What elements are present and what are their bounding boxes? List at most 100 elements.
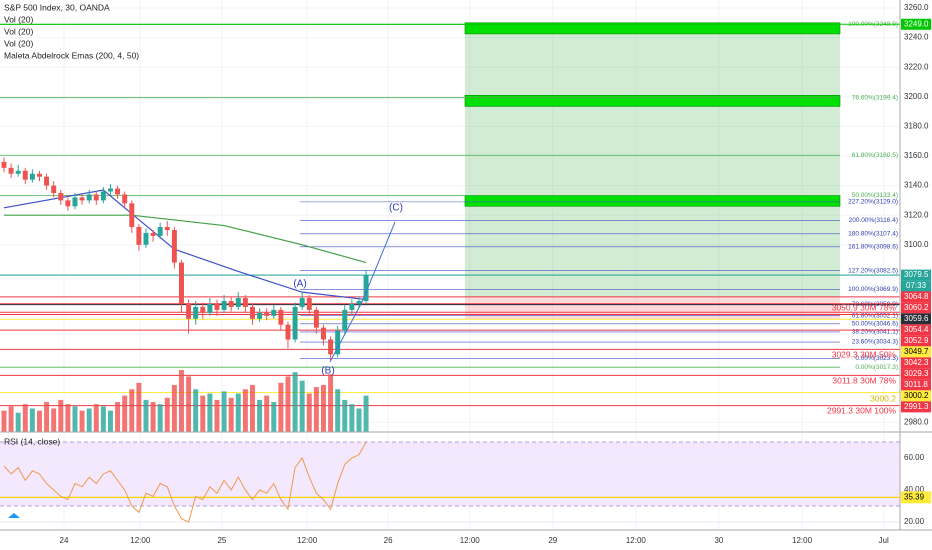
y-tick-label: 3160.0 (904, 151, 929, 160)
candle-body (100, 191, 106, 201)
candle-body (271, 309, 277, 316)
volume-bar (342, 399, 348, 432)
volume-bar (221, 391, 227, 432)
x-tick-label: 24 (60, 536, 69, 545)
fib-label: 161.80%(3098.6) (848, 244, 898, 251)
volume-bar (51, 408, 57, 432)
price-tag-label: 3011.8 (904, 380, 928, 389)
price-tag (901, 346, 931, 358)
volume-bar (107, 410, 113, 432)
rsi-tick-label: 40.00 (904, 485, 925, 494)
candle-body (72, 197, 78, 207)
candle-body (328, 339, 334, 355)
price-tag-label: 3060.2 (904, 303, 929, 312)
price-tag-label: 3079.5 (904, 270, 929, 279)
rsi-title: RSI (14, close) (4, 436, 60, 446)
target-box (464, 195, 841, 207)
fib-label: 61.80%(3160.5) (852, 152, 898, 159)
price-tag (901, 390, 931, 402)
fib-label: 200.00%(3116.4) (849, 217, 898, 224)
volume-bar (235, 393, 241, 432)
candle-body (51, 185, 57, 193)
level-note: 2991.3 30M 100% (827, 405, 896, 415)
candle-body (107, 188, 113, 192)
volume-bar (186, 376, 192, 432)
candle-body (65, 200, 71, 207)
candle-body (299, 298, 305, 307)
level-note: 3000.2 (870, 393, 896, 403)
price-tag-label: 2991.3 (904, 402, 929, 411)
price-tag (901, 313, 931, 325)
volume-bar (86, 408, 92, 432)
candle-body (342, 309, 348, 331)
candle-body (143, 232, 149, 245)
ema-line (3, 214, 367, 264)
candle-body (8, 167, 14, 174)
volume-bar (157, 404, 163, 432)
candle-body (306, 298, 312, 310)
volume-bar (36, 410, 42, 432)
level-note: 3050.9 30M 78% (832, 302, 897, 312)
candle-body (79, 197, 85, 201)
wave-label: (A) (293, 279, 306, 290)
candle-body (58, 192, 64, 201)
candle-body (22, 170, 28, 180)
volume-bar (65, 404, 71, 432)
x-tick-label: 12:00 (626, 536, 647, 545)
y-tick-label: 3260.0 (904, 3, 929, 12)
volume-bar (178, 370, 184, 432)
volume-bar (79, 410, 85, 432)
price-tag-label: 3029.3 (904, 369, 929, 378)
fib-label: 0.00%(3017.3) (855, 364, 898, 371)
candle-body (278, 309, 284, 325)
fib-label: 61.80%(3052.1) (852, 312, 898, 319)
candle-body (257, 312, 263, 319)
target-box (464, 95, 841, 107)
indicator-label: Vol (20) (4, 26, 33, 36)
candle-body (15, 170, 21, 174)
rsi-band (0, 441, 900, 506)
volume-bar (356, 408, 362, 432)
target-box (464, 22, 841, 35)
candle-body (171, 229, 177, 263)
candle-body (1, 161, 7, 168)
volume-bar (328, 374, 334, 432)
volume-bar (15, 412, 21, 432)
ema-line (3, 189, 367, 301)
fib-label: 100.00%(3069.9) (848, 286, 898, 293)
price-tag-label: 3049.7 (904, 347, 929, 356)
volume-bar (136, 382, 142, 432)
candle-body (349, 303, 355, 310)
stop-zone (465, 296, 840, 319)
level-note: 3011.8 30M 78% (832, 375, 896, 385)
price-tag (901, 401, 931, 413)
y-tick-label: 3100.0 (904, 240, 929, 249)
candle-body (313, 309, 319, 328)
candle-body (320, 327, 326, 340)
price-tag (901, 324, 931, 336)
x-tick-label: 12:00 (130, 536, 151, 545)
volume-bar (115, 402, 121, 432)
volume-bar (143, 399, 149, 432)
y-tick-label: 3120.0 (904, 210, 929, 219)
price-tag (901, 18, 931, 30)
x-tick-label: 25 (217, 536, 226, 545)
wave-drawing (329, 221, 396, 363)
volume-bar (242, 389, 248, 432)
y-tick-label: 3220.0 (904, 62, 929, 71)
wave-label: (B) (321, 366, 334, 377)
volume-bar (164, 397, 170, 432)
volume-bar (264, 395, 270, 432)
volume-bar (335, 389, 341, 432)
candle-body (200, 306, 206, 313)
x-tick-label: Jul (879, 536, 889, 545)
candle-body (235, 298, 241, 307)
logo (8, 513, 20, 518)
indicator-label: Maleta Abdelrock Emas (200, 4, 50) (4, 50, 139, 60)
volume-bar (58, 399, 64, 432)
candle-body (157, 227, 163, 236)
y-tick-label: 3180.0 (904, 121, 929, 130)
volume-bar (150, 402, 156, 432)
fib-label: 0.00%(3023.3) (855, 355, 898, 362)
volume-bar (200, 395, 206, 432)
